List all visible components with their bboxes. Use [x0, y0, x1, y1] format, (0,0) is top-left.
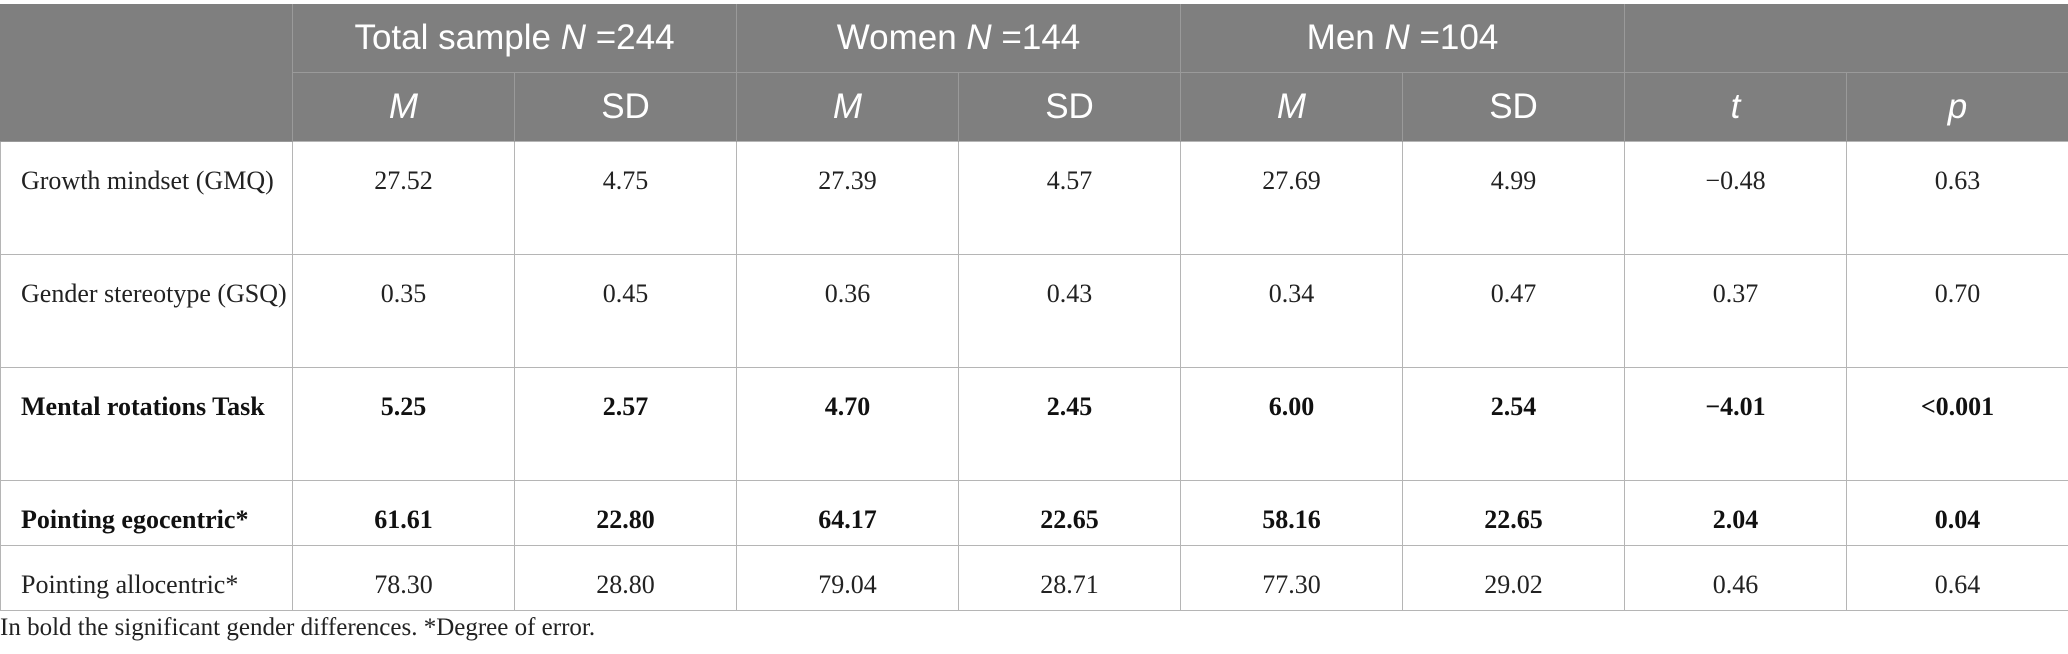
cell-value: 29.02: [1402, 545, 1625, 611]
subheader-total-sd: SD: [514, 72, 737, 142]
cell-value: 22.65: [958, 480, 1181, 546]
cell-value: 0.63: [1846, 141, 2068, 255]
cell-value: 27.69: [1180, 141, 1403, 255]
cell-value: 4.99: [1402, 141, 1625, 255]
cell-value: 0.47: [1402, 254, 1625, 368]
cell-value: 0.43: [958, 254, 1181, 368]
cell-value: 27.52: [292, 141, 515, 255]
cell-value: −0.48: [1624, 141, 1847, 255]
cell-value: 6.00: [1180, 367, 1403, 481]
cell-value: 28.71: [958, 545, 1181, 611]
table-row: Mental rotations Task 5.25 2.57 4.70 2.4…: [0, 367, 2068, 481]
header-total-sample: Total sample N =244: [292, 4, 737, 73]
cell-value: 77.30: [1180, 545, 1403, 611]
cell-value: −4.01: [1624, 367, 1847, 481]
row-label: Mental rotations Task: [0, 367, 293, 481]
subheader-men-sd: SD: [1402, 72, 1625, 142]
header-women: Women N =144: [736, 4, 1181, 73]
cell-value: 28.80: [514, 545, 737, 611]
row-label: Gender stereotype (GSQ): [0, 254, 293, 368]
row-label: Pointing egocentric*: [0, 480, 293, 546]
cell-value: 2.45: [958, 367, 1181, 481]
cell-value: 2.04: [1624, 480, 1847, 546]
cell-value: 0.36: [736, 254, 959, 368]
subheader-p: p: [1846, 72, 2068, 142]
cell-value: 78.30: [292, 545, 515, 611]
cell-value: 58.16: [1180, 480, 1403, 546]
subheader-total-m: M: [292, 72, 515, 142]
group-header-row: Total sample N =244 Women N =144 Men N =…: [0, 4, 2068, 142]
cell-value: 2.57: [514, 367, 737, 481]
header-test-statistics: [1624, 4, 2068, 73]
subheader-women-sd: SD: [958, 72, 1181, 142]
table-row: Gender stereotype (GSQ) 0.35 0.45 0.36 0…: [0, 254, 2068, 368]
table-row: Growth mindset (GMQ) 27.52 4.75 27.39 4.…: [0, 141, 2068, 255]
row-label: Pointing allocentric*: [0, 545, 293, 611]
table-row: Pointing allocentric* 78.30 28.80 79.04 …: [0, 545, 2068, 611]
table-footnote: In bold the significant gender differenc…: [0, 614, 596, 641]
cell-value: 64.17: [736, 480, 959, 546]
cell-value: 27.39: [736, 141, 959, 255]
sub-header-row: M SD M SD M SD t p: [1, 72, 2068, 142]
cell-value: 0.45: [514, 254, 737, 368]
subheader-women-m: M: [736, 72, 959, 142]
cell-value: 79.04: [736, 545, 959, 611]
cell-value: 61.61: [292, 480, 515, 546]
cell-value: 22.65: [1402, 480, 1625, 546]
table-row: Pointing egocentric* 61.61 22.80 64.17 2…: [0, 480, 2068, 546]
cell-value: 0.37: [1624, 254, 1847, 368]
cell-value: 0.46: [1624, 545, 1847, 611]
cell-value: <0.001: [1846, 367, 2068, 481]
cell-value: 2.54: [1402, 367, 1625, 481]
cell-value: 0.35: [292, 254, 515, 368]
descriptive-statistics-table: Total sample N =244 Women N =144 Men N =…: [0, 4, 2068, 611]
cell-value: 0.04: [1846, 480, 2068, 546]
cell-value: 4.75: [514, 141, 737, 255]
cell-value: 22.80: [514, 480, 737, 546]
cell-value: 0.64: [1846, 545, 2068, 611]
header-men: Men N =104: [1180, 4, 1625, 73]
row-label: Growth mindset (GMQ): [0, 141, 293, 255]
cell-value: 0.70: [1846, 254, 2068, 368]
cell-value: 0.34: [1180, 254, 1403, 368]
subheader-t: t: [1624, 72, 1847, 142]
subheader-men-m: M: [1180, 72, 1403, 142]
header-corner-cell: [0, 4, 293, 142]
cell-value: 5.25: [292, 367, 515, 481]
cell-value: 4.70: [736, 367, 959, 481]
cell-value: 4.57: [958, 141, 1181, 255]
